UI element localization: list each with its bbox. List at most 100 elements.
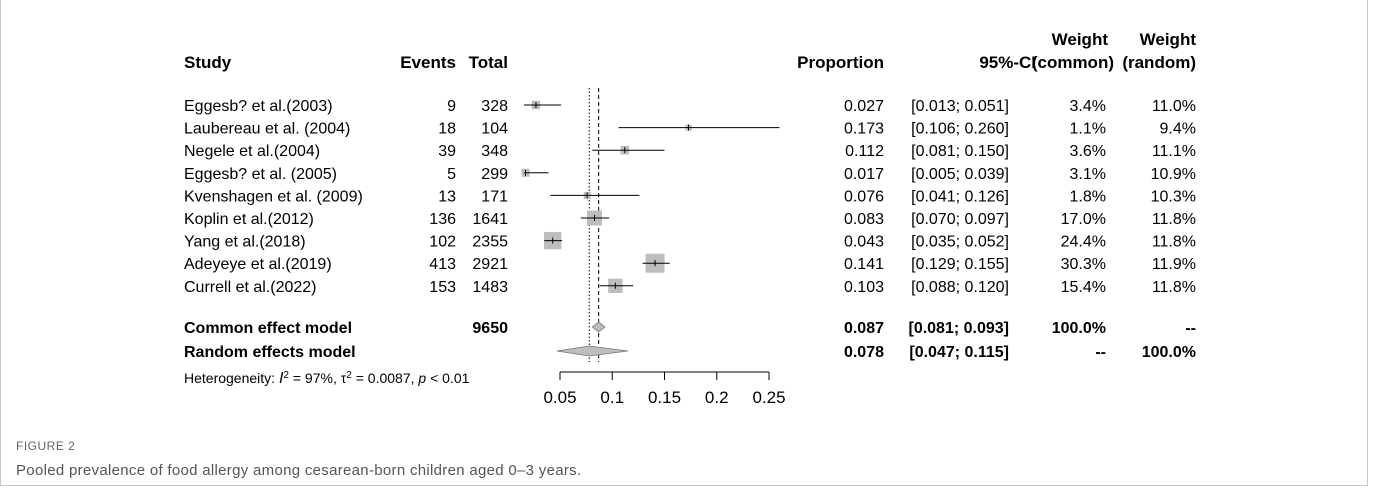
study-total: 2355	[472, 234, 508, 251]
x-axis: 0.05 0.1 0.15 0.2 0.25	[543, 371, 786, 407]
study-weight-common: 30.3%	[1061, 256, 1106, 273]
study-weight-common: 15.4%	[1061, 279, 1106, 296]
study-ci: [0.013; 0.051]	[911, 98, 1009, 115]
study-row: Laubereau et al. (2004) 18 104 0.173 [0.106;…	[184, 121, 1196, 138]
study-weight-random: 11.8%	[1152, 279, 1196, 296]
study-weight-common: 1.1%	[1070, 121, 1106, 138]
study-ci: [0.070; 0.097]	[911, 211, 1009, 228]
axis-tick-label: 0.15	[648, 388, 681, 407]
header-row: Study Events Total Proportion 95%-CI Wei…	[184, 30, 1196, 72]
study-row: Negele et al.(2004) 39 348 0.112 [0.081; 0.1…	[184, 143, 1196, 160]
study-name: Adeyeye et al.(2019)	[184, 256, 332, 273]
study-total: 171	[481, 188, 508, 205]
study-events: 136	[429, 211, 456, 228]
study-row: Kvenshagen et al. (2009) 13 171 0.076 [0.041…	[184, 188, 1196, 205]
pooled-ci: [0.081; 0.093]	[908, 320, 1009, 337]
study-ci: [0.005; 0.039]	[911, 166, 1009, 183]
pooled-weight-common: 100.0%	[1052, 320, 1106, 337]
pooled-model: Common effect model	[184, 320, 352, 337]
forest-plot: Study Events Total Proportion 95%-CI Wei…	[184, 30, 1196, 407]
axis-tick-label: 0.05	[543, 388, 576, 407]
header-events: Events	[400, 53, 456, 72]
header-study: Study	[184, 53, 232, 72]
pooled-total: 9650	[472, 320, 508, 337]
study-row: Eggesb? et al. (2005) 5 299 0.017 [0.005; 0.…	[184, 166, 1196, 183]
study-name: Eggesb? et al. (2005)	[184, 166, 337, 183]
study-events: 153	[429, 279, 456, 296]
pooled-row: Common effect model 9650 0.087 [0.081; 0.09…	[184, 320, 1196, 337]
study-proportion: 0.043	[844, 234, 884, 251]
study-weight-common: 24.4%	[1061, 234, 1106, 251]
study-weight-common: 3.1%	[1070, 166, 1106, 183]
study-rows: Eggesb? et al.(2003) 9 328 0.027 [0.013; 0.0…	[184, 98, 1196, 296]
axis-tick-label: 0.1	[600, 388, 624, 407]
study-ci: [0.035; 0.052]	[911, 234, 1009, 251]
study-row: Adeyeye et al.(2019) 413 2921 0.141 [0.129; …	[184, 253, 1196, 273]
study-weight-random: 11.1%	[1152, 143, 1196, 160]
study-weight-random: 11.9%	[1152, 256, 1196, 273]
study-events: 13	[438, 188, 456, 205]
header-weight-common-2: (common)	[1032, 53, 1114, 72]
study-row: Eggesb? et al.(2003) 9 328 0.027 [0.013; 0.0…	[184, 98, 1196, 115]
study-events: 39	[438, 143, 456, 160]
header-ci: 95%-CI	[979, 53, 1036, 72]
study-total: 1483	[472, 279, 508, 296]
study-weight-random: 9.4%	[1160, 121, 1196, 138]
pooled-weight-random: 100.0%	[1142, 344, 1196, 361]
study-weight-common: 17.0%	[1061, 211, 1106, 228]
pooled-proportion: 0.078	[844, 344, 884, 361]
study-proportion: 0.083	[844, 211, 884, 228]
study-ci: [0.106; 0.260]	[911, 121, 1009, 138]
study-total: 104	[481, 121, 508, 138]
pooled-proportion: 0.087	[844, 320, 884, 337]
study-weight-random: 10.9%	[1151, 166, 1196, 183]
study-name: Negele et al.(2004)	[184, 143, 320, 160]
pooled-diamond	[556, 345, 628, 357]
study-weight-common: 1.8%	[1070, 188, 1106, 205]
pooled-diamond	[591, 321, 606, 333]
study-proportion: 0.027	[844, 98, 884, 115]
study-ci: [0.081; 0.150]	[911, 143, 1009, 160]
study-row: Yang et al.(2018) 102 2355 0.043 [0.035; 0.0…	[184, 231, 1196, 251]
study-events: 18	[438, 121, 456, 138]
study-name: Currell et al.(2022)	[184, 279, 317, 296]
study-ci: [0.088; 0.120]	[911, 279, 1009, 296]
header-weight-random-1: Weight	[1140, 30, 1197, 49]
study-ci: [0.129; 0.155]	[911, 256, 1009, 273]
axis-tick-label: 0.25	[752, 388, 785, 407]
study-name: Yang et al.(2018)	[184, 234, 306, 251]
pooled-weight-random: --	[1185, 320, 1196, 337]
study-name: Laubereau et al. (2004)	[184, 121, 350, 138]
study-total: 299	[481, 166, 508, 183]
study-name: Eggesb? et al.(2003)	[184, 98, 333, 115]
study-total: 1641	[472, 211, 508, 228]
study-events: 9	[447, 98, 456, 115]
study-total: 2921	[472, 256, 508, 273]
header-weight-random-2: (random)	[1122, 53, 1196, 72]
study-proportion: 0.173	[844, 121, 884, 138]
study-proportion: 0.112	[845, 143, 884, 160]
pooled-model: Random effects model	[184, 344, 356, 361]
study-name: Kvenshagen et al. (2009)	[184, 188, 363, 205]
study-weight-random: 11.8%	[1152, 211, 1196, 228]
study-events: 413	[429, 256, 456, 273]
header-total: Total	[469, 53, 508, 72]
study-events: 5	[447, 166, 456, 183]
study-weight-random: 11.0%	[1152, 98, 1196, 115]
pooled-weight-common: --	[1095, 344, 1106, 361]
study-proportion: 0.103	[844, 279, 884, 296]
study-row: Koplin et al.(2012) 136 1641 0.083 [0.070; 0…	[184, 210, 1196, 228]
study-row: Currell et al.(2022) 153 1483 0.103 [0.088; …	[184, 278, 1196, 296]
figure-caption: Pooled prevalence of food allergy among …	[16, 462, 582, 479]
study-name: Koplin et al.(2012)	[184, 211, 314, 228]
study-events: 102	[429, 234, 456, 251]
study-total: 328	[481, 98, 508, 115]
study-proportion: 0.017	[844, 166, 884, 183]
pooled-row: Random effects model 0.078 [0.047; 0.115] -…	[184, 344, 1196, 361]
study-weight-random: 10.3%	[1151, 188, 1196, 205]
figure-label: FIGURE 2	[16, 439, 76, 453]
header-weight-common-1: Weight	[1052, 30, 1109, 49]
study-proportion: 0.141	[844, 256, 884, 273]
study-weight-common: 3.4%	[1070, 98, 1106, 115]
